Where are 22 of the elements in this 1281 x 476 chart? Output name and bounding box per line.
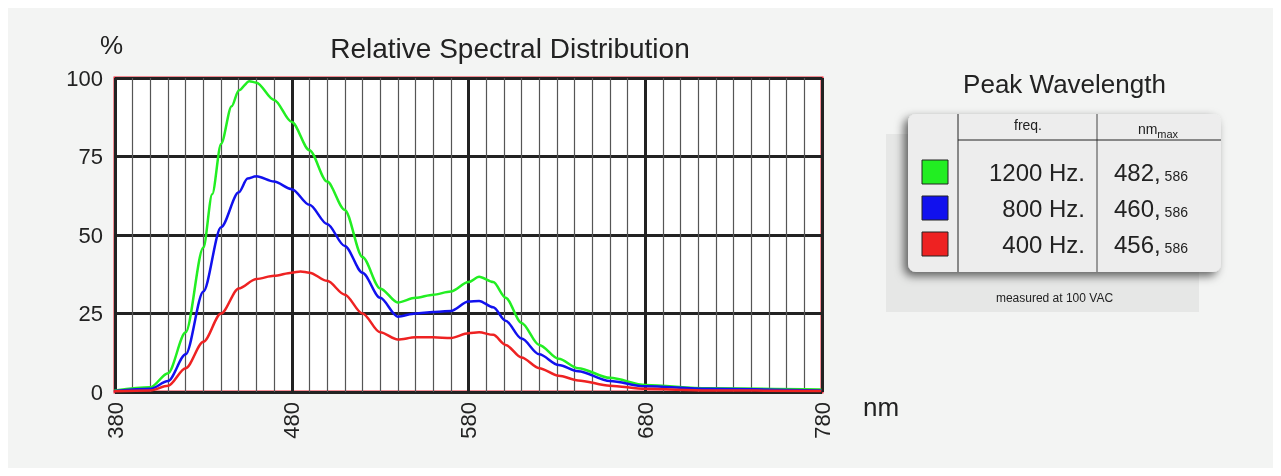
text: 482, 586 xyxy=(1114,158,1189,186)
y-tick-label: 100 xyxy=(66,65,103,91)
x-tick-label: 480 xyxy=(279,402,305,439)
legend-title: Peak Wavelength xyxy=(963,69,1166,99)
text: measured at 100 VAC xyxy=(995,291,1114,305)
x-tick-label: 580 xyxy=(456,402,481,439)
x-tick-label: 380 xyxy=(102,402,128,439)
y-tick-label: 75 xyxy=(78,144,103,169)
text: 460, 586 xyxy=(1114,194,1189,222)
x-tick-label: 780 xyxy=(809,402,835,439)
legend-label: 400 Hz. xyxy=(1002,230,1085,258)
chart-title: Relative Spectral Distribution xyxy=(330,32,690,64)
legend-label: 800 Hz. xyxy=(1002,194,1085,222)
y-tick-label: 50 xyxy=(78,222,103,248)
text: freq. xyxy=(1013,117,1043,133)
x-tick-label: 680 xyxy=(632,402,658,439)
legend-label: 1200 Hz. xyxy=(988,158,1085,186)
y-tick-label: 25 xyxy=(78,301,103,326)
y-tick-label: 0 xyxy=(90,379,103,405)
x-axis-title: nm xyxy=(863,392,900,422)
y-axis-title: % xyxy=(100,30,124,60)
text: 456, 586 xyxy=(1114,230,1189,258)
